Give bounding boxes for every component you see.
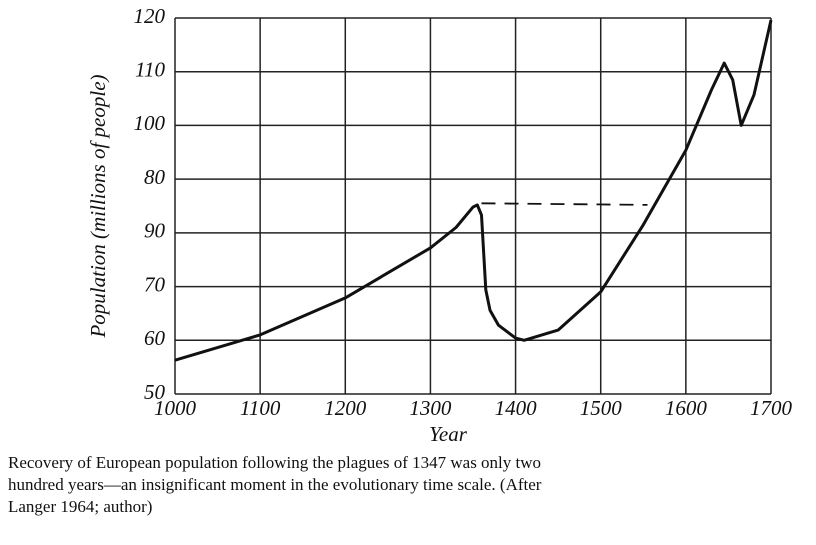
x-tick-label: 1600 — [665, 396, 708, 420]
x-tick-label: 1400 — [495, 396, 538, 420]
x-tick-label: 1200 — [324, 396, 367, 420]
chart: Year Population (millions of people) 50 6… — [86, 4, 793, 446]
caption: Recovery of European population followin… — [8, 452, 808, 518]
caption-line: hundred years—an insignificant moment in… — [8, 475, 542, 494]
line — [481, 202, 648, 206]
y-tick-label: 120 — [134, 4, 166, 28]
x-tick-label: 1500 — [580, 396, 623, 420]
y-tick-label: 100 — [134, 111, 166, 135]
y-tick-label: 90 — [144, 219, 166, 243]
line — [174, 19, 773, 362]
caption-line: Recovery of European population followin… — [8, 453, 542, 472]
x-tick-label: 1700 — [750, 396, 793, 420]
y-tick-label: 50 — [144, 380, 166, 404]
y-tick-label: 80 — [144, 165, 166, 189]
y-tick-label: 60 — [144, 326, 166, 350]
y-axis-title: Population (millions of people) — [86, 74, 110, 338]
x-tick-label: 1100 — [240, 396, 281, 420]
y-tick-label: 110 — [135, 58, 165, 82]
x-tick-label: 1300 — [409, 396, 452, 420]
caption-line: Langer 1964; author) — [8, 497, 153, 516]
x-axis-title: Year — [429, 422, 468, 446]
y-tick-label: 70 — [144, 272, 166, 296]
x-tick-label: 1000 — [154, 396, 197, 420]
